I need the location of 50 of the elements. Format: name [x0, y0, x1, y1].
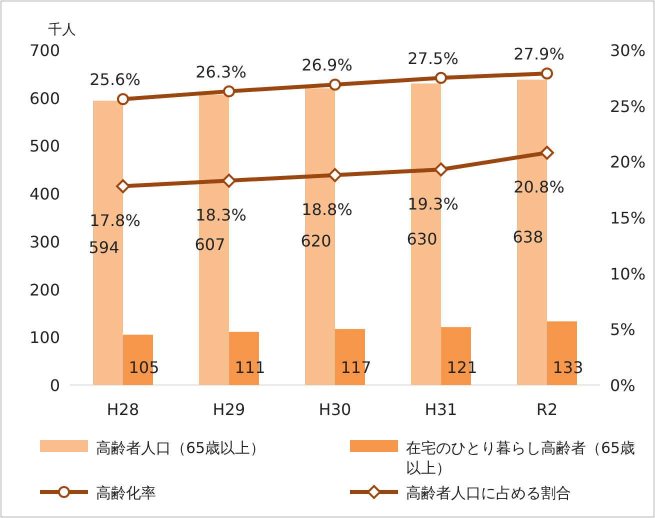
point	[117, 93, 129, 106]
data-label: 26.9%	[302, 56, 352, 75]
y-tick-label: 600	[29, 88, 60, 108]
y-tick-label: 500	[29, 136, 60, 156]
point	[328, 168, 342, 182]
data-label: 638	[512, 227, 544, 246]
data-label: 25.6%	[90, 70, 140, 90]
point	[223, 85, 235, 98]
data-label: 27.5%	[408, 48, 458, 68]
y2-tick-label: 30%	[610, 41, 646, 60]
data-label: 607	[194, 234, 226, 254]
y2-tick-label: 20%	[610, 152, 646, 172]
data-label: 18.8%	[302, 200, 352, 220]
data-label: 620	[300, 232, 332, 251]
legend-label: 高齢者人口に占める割合	[406, 484, 571, 502]
point	[329, 78, 341, 91]
legend-label: 高齢者人口（65歳以上）	[96, 439, 266, 457]
y2-tick-label: 0%	[610, 376, 636, 395]
y-tick-label: 100	[29, 328, 60, 348]
y-tick-label: 700	[29, 41, 60, 60]
x-tick-label: H30	[318, 400, 352, 419]
y2-tick-label: 15%	[610, 208, 646, 228]
data-label: 17.8%	[90, 211, 140, 230]
y-tick-label: 0	[50, 376, 60, 395]
y2-tick-label: 10%	[610, 264, 646, 284]
x-tick-label: R2	[536, 400, 558, 419]
data-label: 594	[88, 238, 120, 257]
legend-label: 在宅のひとり暮らし高齢者（65歳以上）	[406, 439, 636, 477]
data-label: 630	[406, 229, 438, 248]
point	[434, 162, 448, 176]
legend-label: 高齢化率	[96, 484, 156, 502]
point	[222, 174, 236, 188]
data-label: 18.3%	[196, 206, 246, 225]
x-tick-label: H31	[424, 400, 458, 419]
y-axis-title: 千人	[48, 22, 76, 38]
point	[116, 179, 130, 194]
y-tick-label: 400	[29, 184, 60, 204]
data-label: 20.8%	[514, 178, 564, 197]
data-label: 19.3%	[408, 194, 458, 214]
point	[540, 146, 554, 160]
y-tick-label: 200	[29, 280, 60, 300]
point	[435, 72, 447, 84]
point	[541, 67, 553, 80]
data-label: 27.9%	[514, 44, 564, 64]
y2-tick-label: 25%	[610, 96, 646, 116]
y-tick-label: 300	[29, 232, 60, 252]
data-label: 26.3%	[196, 62, 246, 82]
x-tick-label: H29	[212, 400, 246, 419]
x-tick-label: H28	[106, 400, 140, 419]
y2-tick-label: 5%	[610, 320, 636, 340]
